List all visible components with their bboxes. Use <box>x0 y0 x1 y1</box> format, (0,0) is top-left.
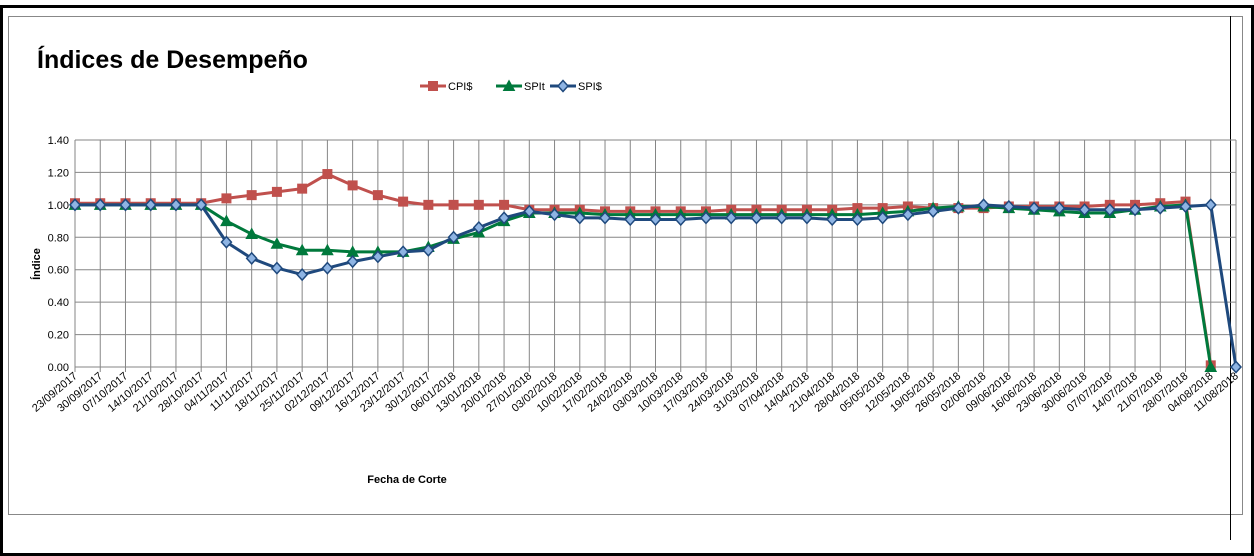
y-axis-ticks: 0.00 0.20 0.40 0.60 0.80 1.00 1.20 1.40 <box>48 135 69 374</box>
data-point-spit <box>321 243 334 256</box>
data-point-spi <box>624 212 637 227</box>
x-axis-ticks: 23/09/201730/09/201707/10/201714/10/2017… <box>30 370 1241 415</box>
data-point-spi <box>220 235 233 249</box>
y-tick-label: 0.40 <box>48 297 69 309</box>
data-point-spi <box>472 220 485 235</box>
data-point-spi <box>876 211 889 225</box>
data-point-spi <box>270 261 283 275</box>
data-point-spi <box>371 250 384 264</box>
data-point-cpi <box>221 193 232 204</box>
legend-marker-spi <box>556 79 570 93</box>
y-axis-label: Índice <box>30 248 43 280</box>
series-line-spit <box>75 203 1213 368</box>
y-tick-label: 0.80 <box>48 232 69 244</box>
legend: CPI$ SPIt SPI$ <box>420 79 602 93</box>
legend-marker-cpi <box>428 81 438 91</box>
data-point-spi <box>68 198 82 212</box>
data-point-spi <box>346 254 359 269</box>
data-point-spi <box>245 251 258 265</box>
data-point-spi <box>674 212 687 227</box>
y-tick-label: 1.20 <box>48 167 69 179</box>
data-point-spi <box>1204 198 1217 212</box>
data-point-spi <box>1103 203 1116 217</box>
data-point-spi <box>1154 201 1167 215</box>
x-axis-label: Fecha de Corte <box>367 474 446 486</box>
data-point-spi <box>952 201 965 215</box>
data-point-spi <box>1028 201 1041 215</box>
data-point-cpi <box>473 199 484 210</box>
data-point-spi <box>447 230 460 244</box>
legend-label-spi: SPI$ <box>578 81 602 93</box>
data-point-spi <box>599 211 612 225</box>
data-point-spi <box>144 198 157 212</box>
data-point-spi <box>94 198 107 212</box>
data-point-spit <box>220 214 233 227</box>
data-point-spi <box>1002 199 1015 214</box>
data-point-spi <box>321 261 334 275</box>
data-point-cpi <box>448 199 459 210</box>
data-point-spit <box>270 237 284 249</box>
data-point-cpi <box>246 190 257 201</box>
legend-label-cpi: CPI$ <box>448 81 472 93</box>
data-point-spi <box>1053 201 1066 215</box>
outer-frame <box>0 5 1254 556</box>
y-tick-label: 1.00 <box>48 200 69 212</box>
data-point-spi <box>169 198 182 212</box>
gridlines <box>74 139 1237 372</box>
chart-area-border <box>8 16 1243 515</box>
data-point-cpi <box>372 190 383 201</box>
data-point-cpi <box>347 180 358 191</box>
data-point-spi <box>649 212 662 227</box>
series-group <box>68 169 1243 374</box>
data-point-spi <box>1078 203 1091 217</box>
data-point-cpi <box>499 199 510 210</box>
data-point-spi <box>699 211 712 225</box>
data-point-spi <box>826 212 839 227</box>
legend-label-spit: SPIt <box>524 81 545 93</box>
data-point-spi <box>977 198 990 212</box>
data-point-spi <box>750 211 763 225</box>
data-point-spit <box>245 227 259 240</box>
data-point-spi <box>927 204 940 218</box>
data-point-spi <box>119 198 132 212</box>
legend-marker-spit <box>502 79 516 91</box>
data-point-spi <box>195 198 208 212</box>
data-point-spi <box>775 211 788 225</box>
data-point-spi <box>725 211 738 225</box>
data-point-spi <box>851 212 864 227</box>
data-point-spi <box>1129 203 1142 217</box>
data-point-cpi <box>423 199 434 210</box>
chart-title: Índices de Desempeño <box>37 45 308 74</box>
data-point-spi <box>523 204 536 218</box>
data-point-cpi <box>297 183 308 194</box>
data-point-spi <box>397 245 410 259</box>
data-point-spit <box>295 243 309 256</box>
data-point-spi <box>548 207 561 222</box>
data-point-spi <box>1179 199 1192 214</box>
y-tick-label: 0.60 <box>48 265 69 277</box>
data-point-spi <box>1229 360 1243 374</box>
y-tick-label: 0.00 <box>48 362 69 374</box>
data-point-spi <box>296 267 309 282</box>
y-tick-label: 1.40 <box>48 135 69 147</box>
data-point-spi <box>422 243 435 257</box>
data-point-cpi <box>271 186 282 197</box>
data-point-cpi <box>398 196 409 207</box>
data-point-spi <box>901 207 914 222</box>
data-point-spit <box>1204 360 1218 372</box>
data-point-spi <box>498 211 511 225</box>
data-point-spi <box>573 211 586 225</box>
y-tick-label: 0.20 <box>48 330 69 342</box>
data-point-cpi <box>322 169 333 180</box>
data-point-spi <box>800 211 813 225</box>
